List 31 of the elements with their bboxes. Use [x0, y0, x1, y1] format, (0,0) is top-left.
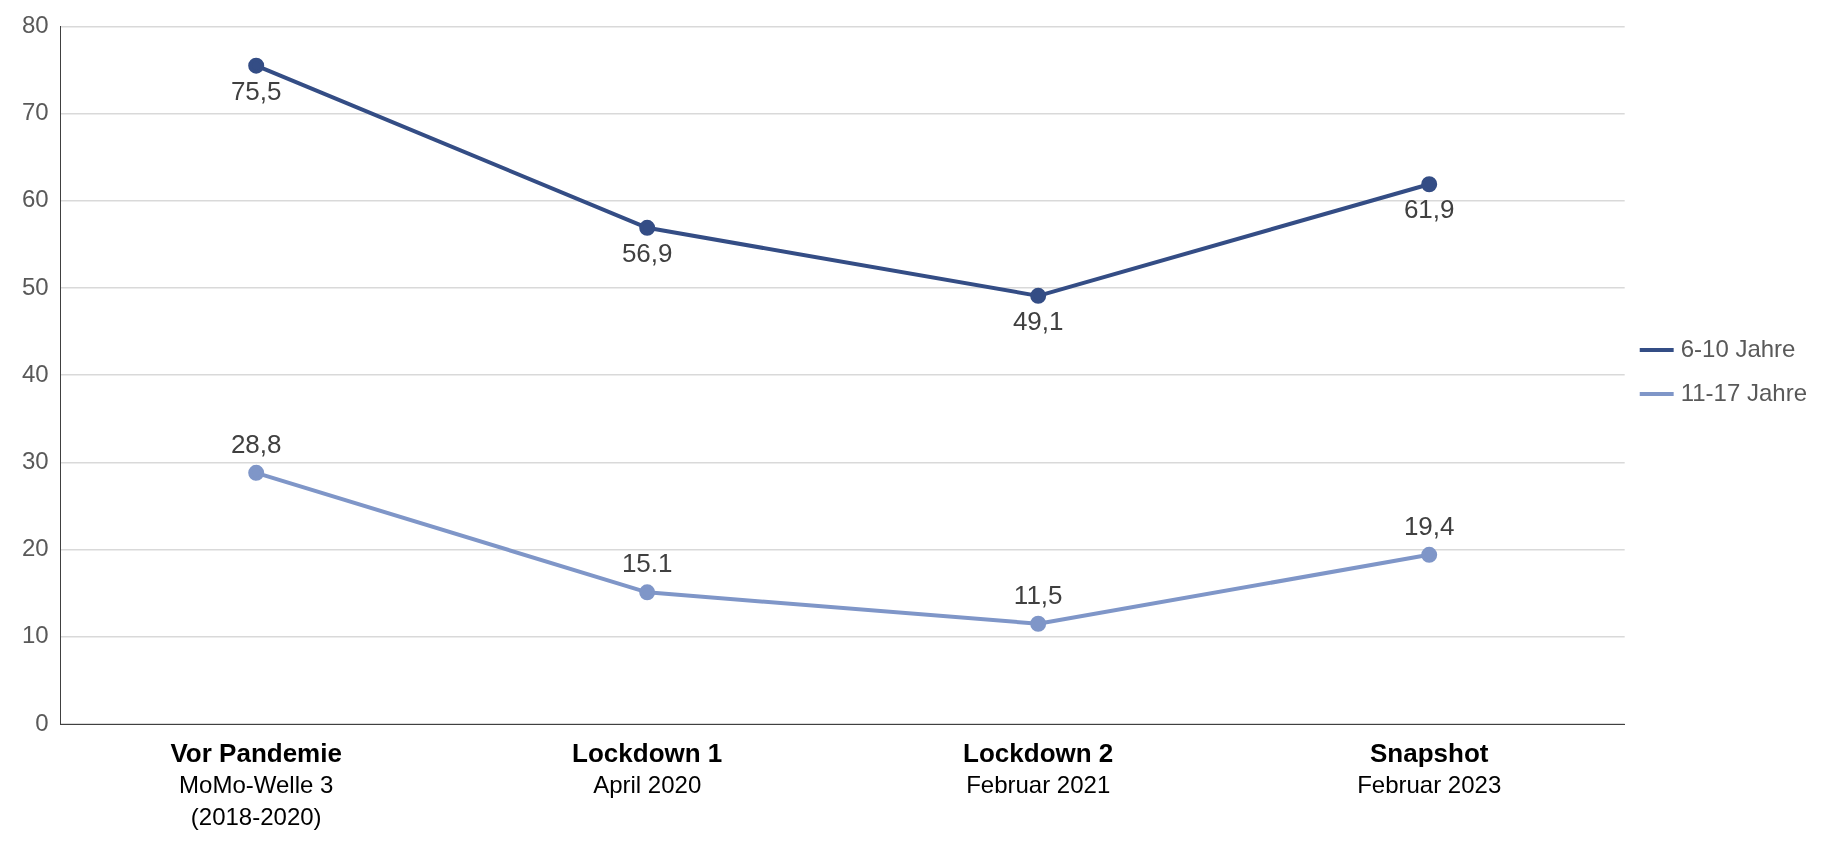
y-tick-label: 80 — [21, 11, 49, 39]
point — [1030, 615, 1047, 632]
point — [639, 219, 656, 236]
data-label: 28,8 — [230, 429, 282, 460]
y-tick-label: 10 — [21, 621, 49, 649]
x-tick-label: Lockdown 2 Februar 2021 — [963, 738, 1114, 798]
x-tick-label: Snapshot Februar 2023 — [1357, 738, 1502, 798]
point — [1030, 287, 1047, 304]
y-tick-label: 60 — [21, 185, 49, 213]
data-label: 49,1 — [1012, 306, 1064, 337]
point — [639, 584, 656, 601]
legend-label: 6-10 Jahre — [1680, 334, 1796, 362]
x-tick-label: Vor Pandemie MoMo-Welle 3 (2018-2020) — [170, 738, 342, 830]
data-label: 75,5 — [230, 75, 282, 106]
point — [248, 464, 265, 481]
point — [248, 57, 265, 74]
point — [1421, 546, 1438, 563]
y-tick-label: 20 — [21, 534, 49, 562]
y-tick-label: 40 — [21, 359, 49, 387]
data-label: 19,4 — [1403, 511, 1455, 541]
point — [1421, 176, 1438, 193]
y-tick-label: 70 — [21, 98, 49, 126]
y-tick-label: 0 — [35, 708, 49, 736]
y-tick-label: 30 — [21, 447, 49, 475]
legend-label: 11-17 Jahre — [1680, 378, 1808, 406]
data-label: 11,5 — [1013, 579, 1063, 610]
data-label: 61,9 — [1403, 194, 1455, 225]
y-tick-label: 50 — [21, 272, 49, 300]
data-label: 15.1 — [621, 548, 673, 579]
data-label: 56,9 — [621, 238, 673, 268]
x-tick-label: Lockdown 1 April 2020 — [572, 738, 723, 798]
